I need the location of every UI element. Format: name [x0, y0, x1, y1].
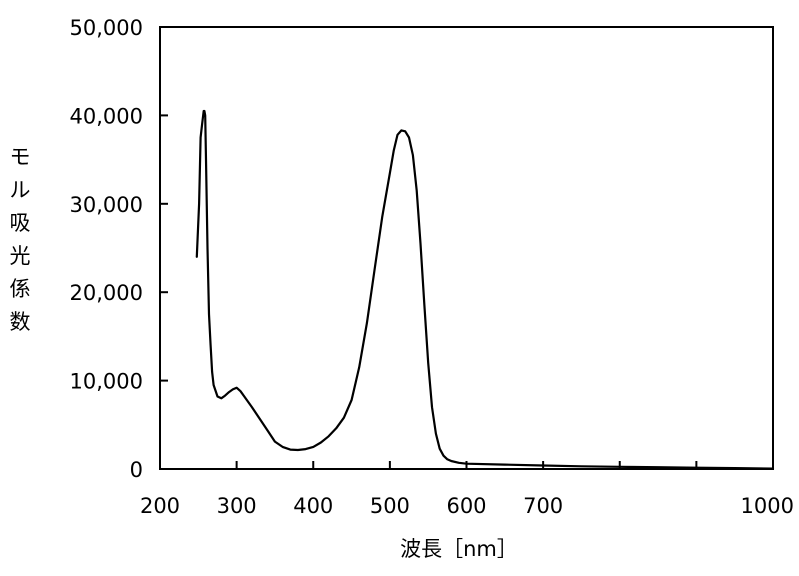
y-axis-label-char: ル — [10, 178, 31, 202]
x-tick-label: 1000 — [741, 494, 794, 518]
y-tick-label: 0 — [130, 458, 143, 482]
y-tick-label: 10,000 — [70, 370, 143, 394]
x-axis-label: 波長［nm］ — [400, 537, 518, 561]
x-axis: 2003004005006007008009001000 — [140, 461, 794, 518]
x-tick-label: 400 — [293, 494, 333, 518]
x-tick-label: 500 — [370, 494, 410, 518]
y-axis: 0 10,000 20,000 30,000 40,000 50,000 — [70, 16, 168, 482]
y-axis-label-char: 係 — [10, 277, 31, 301]
y-tick-label: 50,000 — [70, 16, 143, 40]
y-tick-label: 40,000 — [70, 104, 143, 128]
x-tick-label: 700 — [523, 494, 563, 518]
plot-frame — [159, 26, 774, 470]
spectrum-line — [195, 109, 775, 470]
y-axis-label-char: 数 — [10, 310, 31, 334]
x-tick-label: 200 — [140, 494, 180, 518]
y-axis-label-char: 吸 — [10, 211, 31, 235]
y-tick-label: 20,000 — [70, 281, 143, 305]
y-axis-label-char: モ — [10, 145, 31, 169]
x-tick-label: 600 — [446, 494, 486, 518]
x-tick-label: 300 — [217, 494, 257, 518]
y-axis-label-char: 光 — [10, 244, 31, 268]
y-tick-label: 30,000 — [70, 193, 143, 217]
